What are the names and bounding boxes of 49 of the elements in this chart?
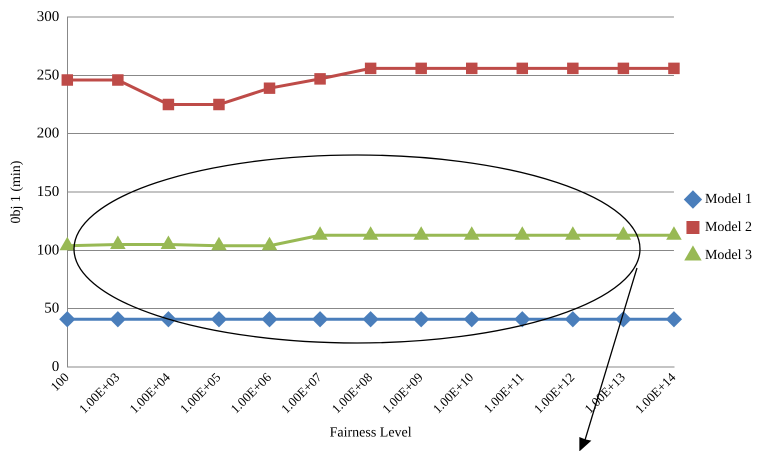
point: [363, 312, 378, 327]
point: [211, 312, 226, 327]
point: [213, 98, 225, 110]
point: [516, 228, 529, 240]
x-axis-title: Fairness Level: [330, 425, 412, 440]
point: [110, 312, 126, 327]
point: [668, 62, 680, 74]
point: [314, 73, 326, 85]
point: [566, 228, 580, 240]
y-tick-label: 150: [36, 184, 60, 200]
y-tick-label: 0: [52, 359, 60, 376]
point: [567, 62, 579, 74]
point: [262, 312, 278, 327]
point: [112, 74, 124, 86]
point: [262, 238, 276, 250]
y-tick-label: 250: [36, 67, 60, 84]
point: [565, 312, 580, 327]
y-tick-label: 200: [36, 126, 60, 142]
point: [364, 228, 378, 240]
point: [414, 312, 429, 327]
y-tick-label: 50: [44, 300, 60, 317]
point: [465, 228, 478, 240]
point: [312, 312, 328, 327]
point: [60, 238, 74, 250]
point: [313, 228, 327, 240]
point: [616, 228, 630, 240]
y-tick-label: 100: [36, 242, 60, 258]
point: [162, 237, 176, 250]
point: [666, 312, 682, 327]
point: [464, 312, 480, 327]
y-tick-label: 300: [36, 8, 60, 25]
legend-label: Model 1: [704, 192, 752, 208]
point: [111, 237, 125, 250]
point: [514, 312, 530, 327]
point: [414, 228, 428, 240]
legend-label: Model 3: [704, 248, 752, 264]
point: [60, 312, 75, 327]
legend-label: Model 2: [704, 220, 752, 236]
point: [264, 82, 276, 94]
y-axis-title: 0bj 1 (min): [9, 160, 24, 224]
point: [466, 62, 478, 74]
point: [212, 238, 226, 250]
point: [667, 228, 681, 240]
point: [516, 62, 528, 74]
point: [162, 98, 174, 110]
point: [62, 74, 74, 86]
point: [618, 62, 630, 74]
point: [415, 62, 427, 74]
point: [364, 62, 376, 74]
